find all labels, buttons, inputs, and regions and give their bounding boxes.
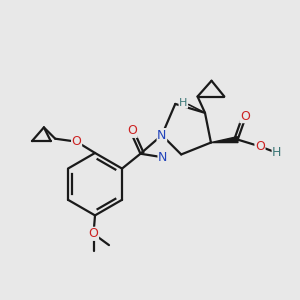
Text: O: O xyxy=(88,227,98,240)
Text: O: O xyxy=(240,110,250,123)
Polygon shape xyxy=(211,136,238,142)
Text: O: O xyxy=(127,124,137,137)
Text: O: O xyxy=(255,140,265,153)
Text: H: H xyxy=(272,146,282,159)
Text: H: H xyxy=(179,98,188,108)
Text: N: N xyxy=(157,129,167,142)
Text: O: O xyxy=(72,135,82,148)
Text: N: N xyxy=(158,151,167,164)
